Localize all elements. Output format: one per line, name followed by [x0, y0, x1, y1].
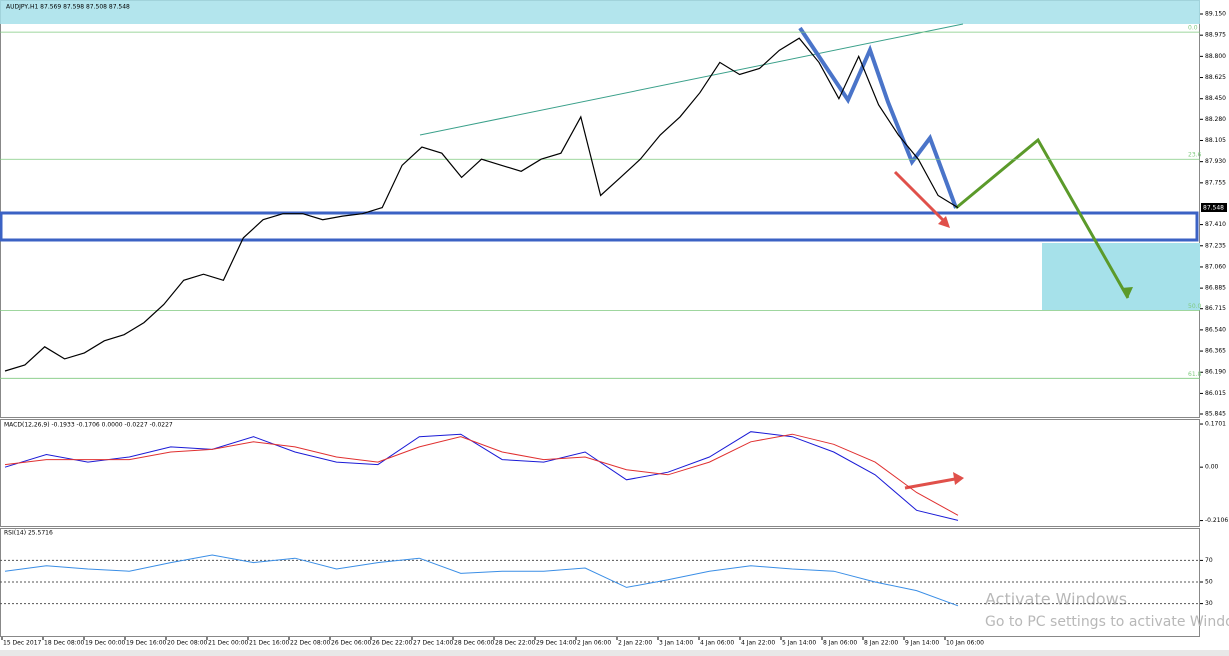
trend-line — [419, 23, 964, 136]
x-tick-label: 28 Dec 06:00 — [454, 640, 495, 647]
y-tick-label: 88.105 — [1205, 137, 1226, 144]
y-tick-label: 88.625 — [1205, 74, 1226, 81]
price-tag — [1201, 203, 1227, 212]
y-tick-label: 86.540 — [1205, 326, 1226, 333]
red-arrow — [893, 170, 947, 224]
support-box — [0, 211, 1199, 242]
x-tick-label: 29 Dec 14:00 — [536, 640, 577, 647]
y-tick-label: 88.280 — [1205, 116, 1226, 123]
rsi-header: RSI(14) 25.5716 — [4, 530, 53, 537]
y-tick-label: 87.410 — [1205, 221, 1226, 228]
macd-panel — [0, 419, 1200, 527]
x-tick-label: 8 Jan 22:00 — [864, 640, 898, 647]
x-tick-label: 22 Dec 08:00 — [290, 640, 331, 647]
y-tick-label: 50 — [1205, 579, 1213, 586]
projection-path — [955, 137, 1130, 299]
y-tick-label: 86.190 — [1205, 369, 1226, 376]
y-tick-label: 87.235 — [1205, 242, 1226, 249]
x-tick-label: 5 Jan 14:00 — [782, 640, 816, 647]
y-tick-label: 86.885 — [1205, 285, 1226, 292]
x-tick-label: 28 Dec 22:00 — [495, 640, 536, 647]
tab-bar — [0, 650, 1229, 656]
x-tick-label: 21 Dec 16:00 — [249, 640, 290, 647]
x-tick-label: 26 Dec 22:00 — [372, 640, 413, 647]
macd-header: MACD(12,26,9) -0.1933 -0.1706 0.0000 -0.… — [4, 422, 173, 429]
series-line — [4, 431, 959, 521]
x-tick-label: 21 Dec 00:00 — [208, 640, 249, 647]
x-tick-label: 3 Jan 14:00 — [659, 640, 693, 647]
x-tick-label: 2 Jan 22:00 — [618, 640, 652, 647]
y-tick-label: 85.845 — [1205, 411, 1226, 418]
watermark-title: Activate Windows — [985, 590, 1127, 609]
y-tick-label: 86.015 — [1205, 390, 1226, 397]
y-tick-label: 0.00 — [1205, 464, 1219, 471]
x-tick-label: 2 Jan 06:00 — [577, 640, 611, 647]
y-tick-label: 87.060 — [1205, 263, 1226, 270]
x-tick-label: 10 Jan 06:00 — [946, 640, 984, 647]
y-tick-label: 88.450 — [1205, 95, 1226, 102]
fib-label: 0.0 — [1188, 25, 1198, 32]
x-tick-label: 19 Dec 16:00 — [126, 640, 167, 647]
series-line — [4, 554, 959, 607]
y-tick-label: 70 — [1205, 557, 1213, 564]
x-tick-label: 19 Dec 00:00 — [85, 640, 126, 647]
red-arrow — [904, 477, 956, 490]
fib-label: 23.6 — [1188, 152, 1202, 159]
last-price: 87.548 — [1203, 205, 1224, 212]
x-tick-label: 18 Dec 08:00 — [44, 640, 85, 647]
x-tick-label: 26 Dec 06:00 — [331, 640, 372, 647]
symbol-header: AUDJPY,H1 87.569 87.598 87.508 87.548 — [6, 4, 130, 11]
x-tick-label: 9 Jan 14:00 — [905, 640, 939, 647]
fib-label: 61.8 — [1188, 371, 1202, 378]
x-tick-label: 20 Dec 08:00 — [167, 640, 208, 647]
x-tick-label: 8 Jan 06:00 — [823, 640, 857, 647]
y-tick-label: 86.365 — [1205, 348, 1226, 355]
x-tick-label: 4 Jan 06:00 — [700, 640, 734, 647]
arrow-head — [1121, 287, 1133, 298]
target-zone — [1042, 243, 1200, 310]
series-line — [4, 37, 959, 372]
y-tick-label: 86.715 — [1205, 305, 1226, 312]
y-tick-label: 88.800 — [1205, 53, 1226, 60]
watermark-subtitle: Go to PC settings to activate Windows — [985, 614, 1229, 630]
arrow-head — [953, 472, 964, 485]
y-tick-label: 88.975 — [1205, 32, 1226, 39]
y-tick-label: 0.1701 — [1205, 421, 1226, 428]
y-tick-label: 87.930 — [1205, 158, 1226, 165]
arrow-head — [938, 216, 950, 228]
fib-label: 50.0 — [1188, 303, 1202, 310]
y-tick-label: 87.755 — [1205, 179, 1226, 186]
series-line — [4, 433, 959, 516]
y-tick-label: 89.150 — [1205, 11, 1226, 18]
wave-pattern — [798, 26, 958, 209]
y-tick-label: -0.2106 — [1205, 517, 1228, 524]
x-tick-label: 4 Jan 22:00 — [741, 640, 775, 647]
x-tick-label: 27 Dec 14:00 — [413, 640, 454, 647]
zone-top — [0, 0, 1200, 24]
x-tick-label: 15 Dec 2017 — [3, 640, 42, 647]
y-tick-label: 30 — [1205, 600, 1213, 607]
